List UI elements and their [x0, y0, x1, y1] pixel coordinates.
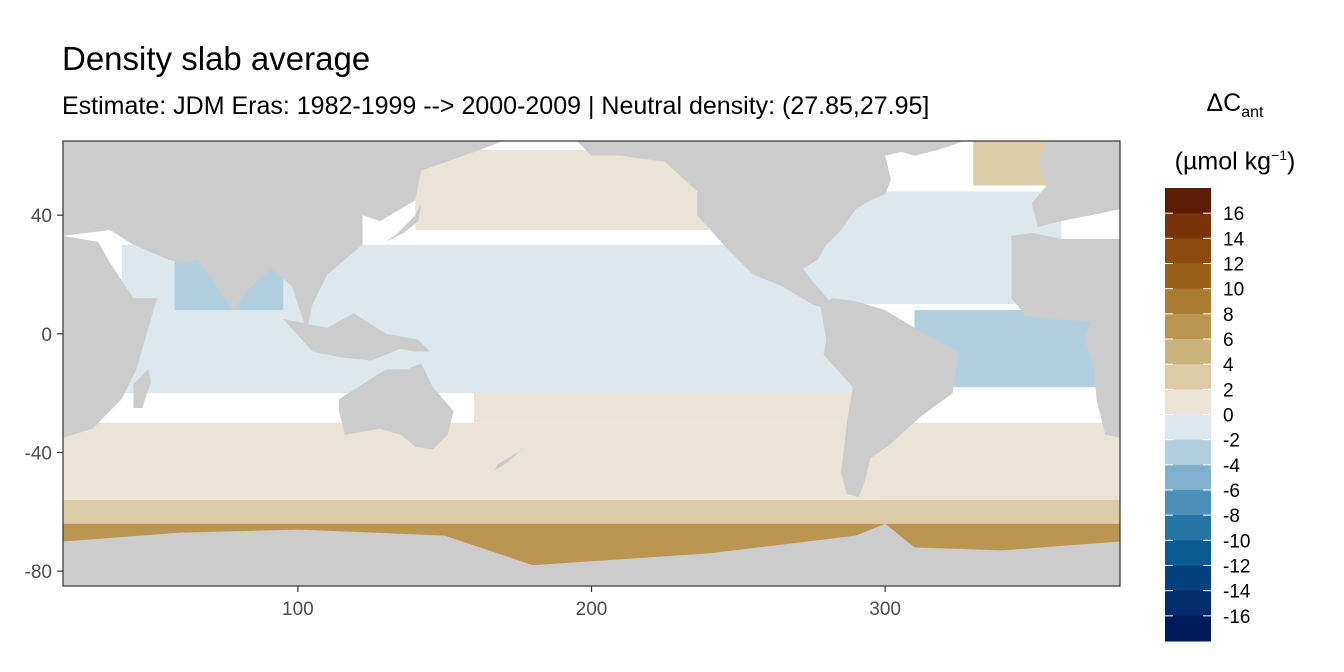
data-region-3 — [63, 422, 1120, 500]
legend-tick-label-3: 10 — [1223, 280, 1244, 301]
land-madagascar — [133, 369, 152, 408]
land-eurasia — [63, 141, 504, 331]
chart-title: Density slab average — [62, 40, 371, 77]
legend-tick-label-8: 0 — [1223, 406, 1234, 427]
legend-swatch-9 — [1165, 414, 1211, 441]
land-africa-west — [1011, 233, 1120, 438]
x-tick-label-300: 300 — [869, 599, 901, 620]
y-tick-label--80: -80 — [25, 562, 52, 583]
legend-tick-label-10: -4 — [1223, 456, 1240, 477]
legend-swatch-11 — [1165, 464, 1211, 491]
legend-unit-pre: (µmol kg — [1174, 147, 1272, 176]
legend-tick-label-7: 2 — [1223, 380, 1234, 401]
land-greenland — [885, 141, 965, 156]
legend-swatch-7 — [1165, 364, 1211, 390]
legend-tick-label-9: -2 — [1223, 431, 1240, 452]
legend-swatch-5 — [1165, 313, 1211, 340]
data-region-2 — [63, 499, 1120, 524]
legend-tick-label-11: -6 — [1223, 481, 1240, 502]
legend-swatch-13 — [1165, 515, 1211, 541]
land-south-america — [820, 298, 959, 497]
legend-tick-label-2: 12 — [1223, 255, 1244, 276]
legend-tick-label-1: 14 — [1223, 229, 1245, 250]
land-antarctica — [63, 523, 1120, 586]
legend-title: ΔCant (µmol kg−1) — [1160, 88, 1310, 176]
land-north-america — [576, 141, 944, 308]
legend-swatch-10 — [1165, 439, 1211, 466]
legend-tick-label-16: -16 — [1223, 607, 1250, 628]
legend-swatch-6 — [1165, 339, 1211, 365]
legend-swatch-12 — [1165, 490, 1211, 516]
chart-subtitle: Estimate: JDM Eras: 1982-1999 --> 2000-2… — [62, 92, 930, 120]
legend: 16 14 12 10 8 6 4 2 0 -2 -4 -6 -8 -10 -12 -14 -16 — [1165, 188, 1251, 642]
land-borneo-indonesia — [283, 313, 430, 361]
legend-swatch-4 — [1165, 288, 1211, 315]
land-africa — [63, 235, 157, 438]
y-tick-label-0: 0 — [41, 325, 52, 346]
x-tick-label-200: 200 — [576, 599, 608, 620]
legend-swatch-3 — [1165, 263, 1211, 290]
legend-unit-sup: −1 — [1271, 147, 1287, 163]
legend-tick-label-6: 4 — [1223, 355, 1234, 376]
legend-title-main: ΔC — [1206, 89, 1242, 117]
legend-tick-label-5: 6 — [1223, 330, 1234, 351]
legend-tick-label-4: 8 — [1223, 305, 1234, 326]
legend-swatch-2 — [1165, 238, 1211, 264]
legend-tick-label-13: -10 — [1223, 531, 1250, 552]
y-tick-label-40: 40 — [31, 206, 52, 227]
legend-tick-label-12: -8 — [1223, 506, 1240, 527]
legend-title-sub: ant — [1241, 104, 1264, 121]
y-tick-label--40: -40 — [25, 444, 52, 465]
land-australia — [339, 363, 454, 450]
legend-tick-label-0: 16 — [1223, 204, 1244, 225]
land-new-zealand — [494, 446, 527, 471]
land-japan — [386, 203, 422, 242]
legend-swatch-14 — [1165, 540, 1211, 566]
land-mask — [63, 141, 1120, 586]
legend-swatch-17 — [1165, 615, 1211, 642]
legend-swatch-8 — [1165, 389, 1211, 415]
legend-swatch-15 — [1165, 565, 1211, 592]
data-region-5 — [415, 149, 709, 230]
legend-swatch-0 — [1165, 188, 1211, 214]
legend-unit-post: ) — [1287, 147, 1296, 176]
land-europe — [1031, 141, 1120, 227]
legend-tick-label-14: -12 — [1223, 557, 1250, 578]
legend-tick-label-15: -14 — [1223, 582, 1251, 603]
legend-swatch-16 — [1165, 590, 1211, 617]
x-tick-label-100: 100 — [282, 599, 314, 620]
legend-swatch-1 — [1165, 213, 1211, 239]
